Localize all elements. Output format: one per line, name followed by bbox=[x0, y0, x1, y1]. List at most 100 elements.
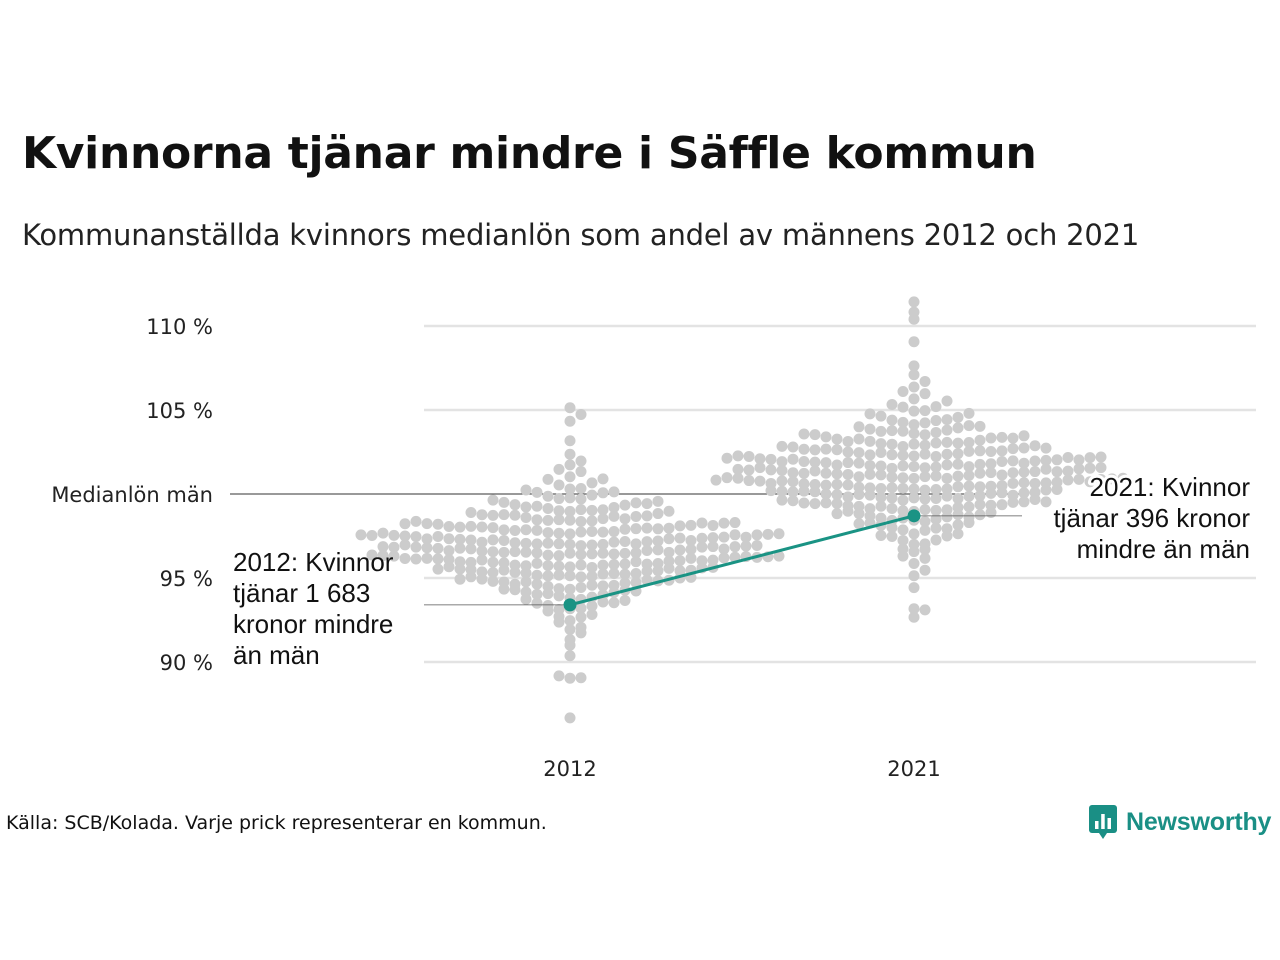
municipality-dot bbox=[1018, 457, 1030, 469]
chart-subtitle: Kommunanställda kvinnors medianlön som a… bbox=[22, 218, 1140, 252]
municipality-dot bbox=[564, 528, 576, 540]
municipality-dot bbox=[919, 405, 931, 417]
municipality-dot bbox=[553, 505, 565, 517]
municipality-dot bbox=[930, 534, 942, 546]
municipality-dot bbox=[630, 538, 642, 550]
municipality-dot bbox=[974, 509, 986, 521]
municipality-dot bbox=[652, 565, 664, 577]
municipality-dot bbox=[908, 546, 920, 558]
municipality-dot bbox=[1040, 484, 1052, 496]
municipality-dot bbox=[476, 536, 488, 548]
municipality-dot bbox=[399, 539, 411, 551]
municipality-dot bbox=[897, 472, 909, 484]
municipality-dot bbox=[531, 486, 543, 498]
municipality-dot bbox=[630, 510, 642, 522]
municipality-dot bbox=[465, 520, 477, 532]
municipality-dot bbox=[908, 582, 920, 594]
municipality-dot bbox=[597, 580, 609, 592]
municipality-dot bbox=[740, 531, 752, 543]
municipality-dot bbox=[619, 568, 631, 580]
municipality-dot bbox=[564, 483, 576, 495]
municipality-dot bbox=[941, 530, 953, 542]
municipality-dot bbox=[996, 487, 1008, 499]
y-tick-label: 95 % bbox=[160, 567, 213, 591]
municipality-dot bbox=[886, 425, 898, 437]
municipality-dot bbox=[754, 453, 766, 465]
municipality-dot bbox=[941, 436, 953, 448]
municipality-dot bbox=[542, 527, 554, 539]
municipality-dot bbox=[853, 457, 865, 469]
municipality-dot bbox=[908, 393, 920, 405]
municipality-dot bbox=[586, 477, 598, 489]
municipality-dot bbox=[597, 526, 609, 538]
municipality-dot bbox=[732, 463, 744, 475]
municipality-dot bbox=[919, 471, 931, 483]
municipality-dot bbox=[575, 526, 587, 538]
municipality-dot bbox=[974, 499, 986, 511]
municipality-dot bbox=[842, 468, 854, 480]
municipality-dot bbox=[608, 510, 620, 522]
municipality-dot bbox=[487, 556, 499, 568]
municipality-dot bbox=[641, 536, 653, 548]
newsworthy-logo[interactable]: Newsworthy bbox=[1088, 802, 1271, 842]
municipality-dot bbox=[1007, 496, 1019, 508]
municipality-dot bbox=[564, 547, 576, 559]
municipality-dot bbox=[831, 497, 843, 509]
grid-layer bbox=[230, 324, 1256, 664]
municipality-dot bbox=[985, 432, 997, 444]
municipality-dot bbox=[564, 623, 576, 635]
municipality-dot bbox=[864, 468, 876, 480]
municipality-dot bbox=[1029, 477, 1041, 489]
annotation-2021-halo: mindre än män bbox=[1077, 534, 1250, 564]
municipality-dot bbox=[919, 543, 931, 555]
municipality-dot bbox=[809, 429, 821, 441]
municipality-dot bbox=[564, 514, 576, 526]
municipality-dot bbox=[831, 489, 843, 501]
municipality-dot bbox=[930, 484, 942, 496]
municipality-dot bbox=[564, 435, 576, 447]
municipality-dot bbox=[908, 483, 920, 495]
brand-name: Newsworthy bbox=[1126, 807, 1272, 836]
municipality-dot bbox=[930, 492, 942, 504]
municipality-dot bbox=[630, 497, 642, 509]
municipality-dot bbox=[1084, 462, 1096, 474]
municipality-dot bbox=[820, 431, 832, 443]
municipality-dot bbox=[1029, 455, 1041, 467]
municipality-dot bbox=[919, 448, 931, 460]
municipality-dot bbox=[809, 444, 821, 456]
municipality-dot bbox=[630, 568, 642, 580]
municipality-dot bbox=[776, 494, 788, 506]
municipality-dot bbox=[674, 555, 686, 567]
municipality-dot bbox=[875, 491, 887, 503]
municipality-dot bbox=[952, 411, 964, 423]
municipality-dot bbox=[619, 536, 631, 548]
municipality-dot bbox=[941, 414, 953, 426]
municipality-dot bbox=[963, 470, 975, 482]
municipality-dot bbox=[897, 460, 909, 472]
municipality-dot bbox=[1051, 483, 1063, 495]
municipality-dot bbox=[952, 470, 964, 482]
municipality-dot bbox=[996, 455, 1008, 467]
municipality-dot bbox=[787, 486, 799, 498]
municipality-dot bbox=[520, 567, 532, 579]
municipality-dot bbox=[564, 459, 576, 471]
municipality-dot bbox=[864, 408, 876, 420]
municipality-dot bbox=[908, 528, 920, 540]
municipality-dot bbox=[886, 503, 898, 515]
municipality-dot bbox=[919, 484, 931, 496]
municipality-dot bbox=[608, 501, 620, 513]
municipality-dot bbox=[1106, 473, 1118, 485]
municipality-dot bbox=[787, 441, 799, 453]
municipality-dot bbox=[355, 529, 367, 541]
municipality-dot bbox=[930, 426, 942, 438]
municipality-dot bbox=[520, 524, 532, 536]
municipality-dot bbox=[487, 534, 499, 546]
municipality-dot bbox=[542, 503, 554, 515]
municipality-dot bbox=[765, 485, 777, 497]
municipality-dot bbox=[575, 493, 587, 505]
dots-layer bbox=[355, 296, 1129, 724]
municipality-dot bbox=[509, 566, 521, 578]
municipality-dot bbox=[776, 485, 788, 497]
municipality-dot bbox=[509, 546, 521, 558]
municipality-dot bbox=[985, 446, 997, 458]
